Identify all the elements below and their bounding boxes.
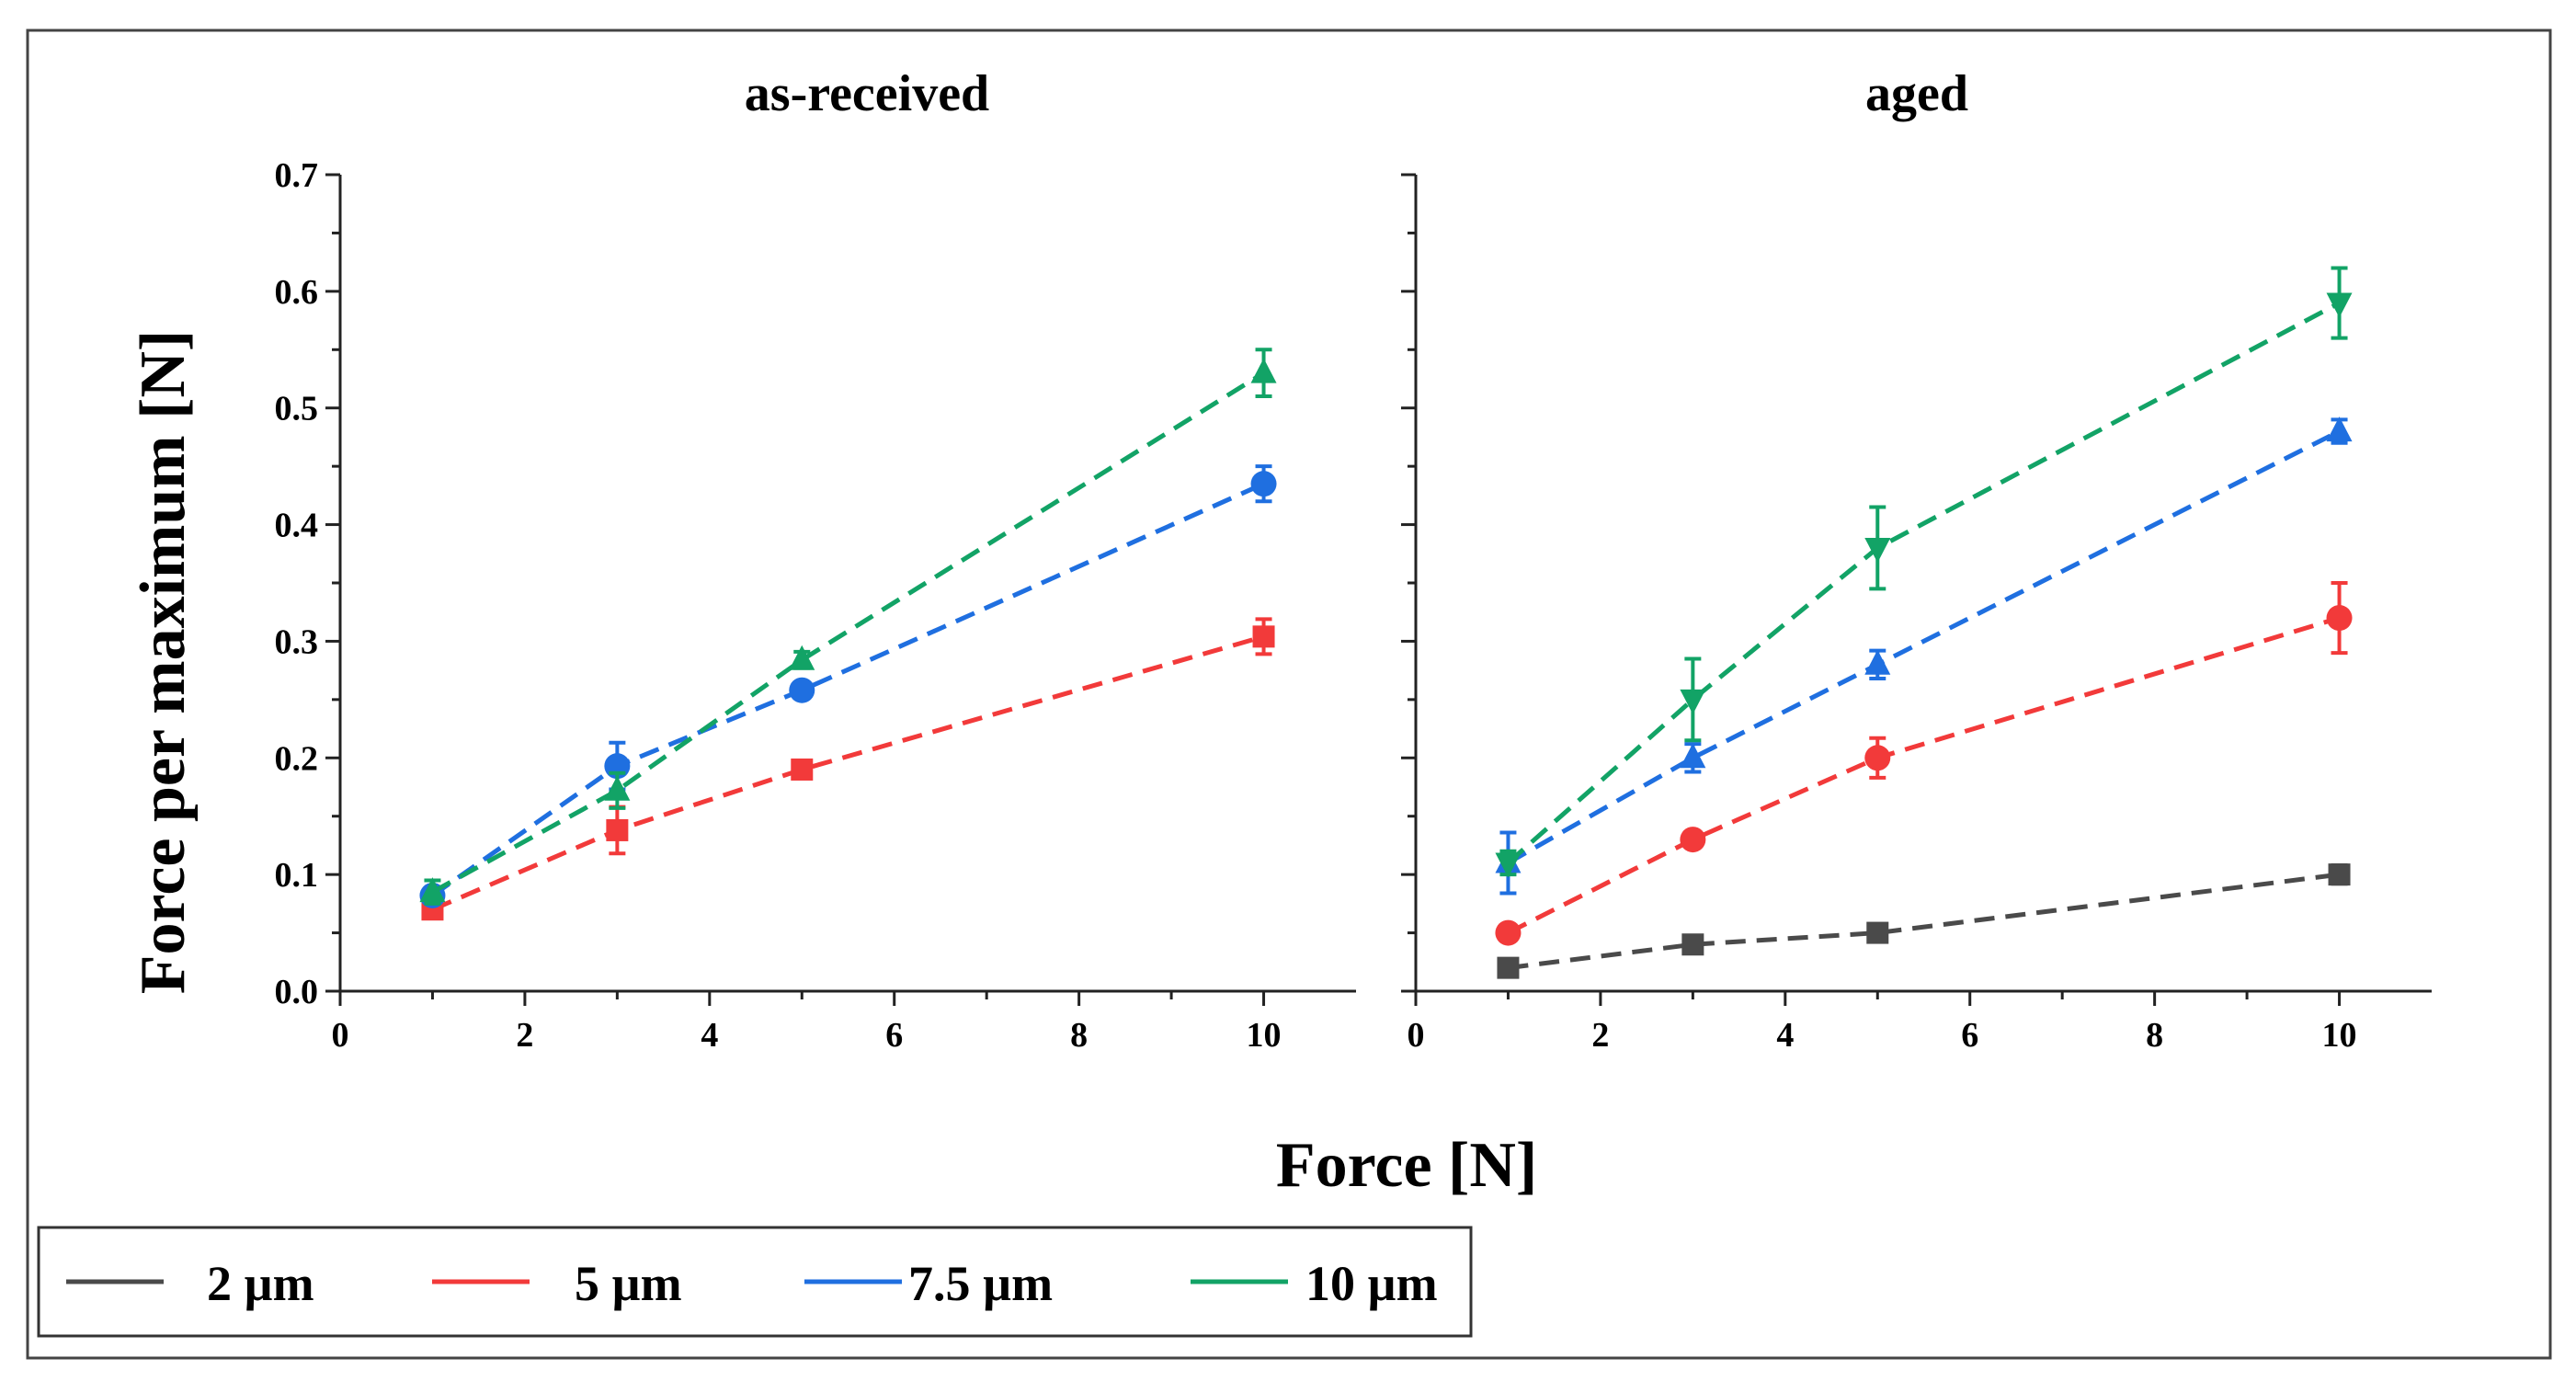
y-tick-label: 0.1 bbox=[275, 856, 319, 895]
data-point bbox=[604, 775, 631, 801]
data-point bbox=[1864, 537, 1891, 563]
data-point bbox=[2326, 417, 2353, 442]
x-tick-label: 10 bbox=[1247, 1016, 1282, 1055]
y-tick-label: 0.4 bbox=[275, 507, 319, 545]
x-tick-label: 4 bbox=[1776, 1016, 1794, 1055]
data-point bbox=[1680, 689, 1706, 714]
data-point bbox=[2326, 292, 2353, 318]
x-tick-label: 0 bbox=[1408, 1016, 1425, 1055]
y-tick-label: 0.2 bbox=[275, 739, 319, 778]
y-tick-label: 0.7 bbox=[275, 156, 319, 195]
data-point bbox=[1681, 933, 1704, 956]
data-point bbox=[1864, 745, 1891, 771]
data-point bbox=[2328, 863, 2351, 886]
panel-as-received: as-received 0 2 4 6 8 10 0.0 0.1 0.2 0.3 0.4 0.5 0.6… bbox=[275, 65, 1356, 1055]
x-tick-label: 0 bbox=[332, 1016, 349, 1055]
x-tick-label: 2 bbox=[1591, 1016, 1609, 1055]
legend-item-2um: 2 µm bbox=[66, 1256, 314, 1311]
data-point bbox=[1680, 743, 1706, 769]
legend: 2 µm 5 µm 7.5 µm 10 µm bbox=[37, 1226, 1473, 1338]
panel-title-aged: aged bbox=[1865, 65, 1968, 122]
series-line-5-m bbox=[431, 633, 1265, 912]
panel-title-as-received: as-received bbox=[745, 65, 989, 122]
data-point bbox=[1250, 358, 1277, 383]
y-tick-label: 0.0 bbox=[275, 973, 319, 1011]
legend-label-10um: 10 µm bbox=[1305, 1256, 1438, 1311]
legend-item-7-5um: 7.5 µm bbox=[804, 1256, 1053, 1311]
series-line-2-m bbox=[1508, 872, 2340, 971]
x-tick-label: 2 bbox=[516, 1016, 533, 1055]
data-point bbox=[789, 645, 815, 670]
series-line-10-m bbox=[431, 371, 1265, 895]
data-point bbox=[1495, 919, 1522, 946]
series-line-10-m bbox=[1506, 301, 2341, 865]
legend-item-5um: 5 µm bbox=[432, 1256, 682, 1311]
x-tick-label: 6 bbox=[885, 1016, 903, 1055]
data-point bbox=[606, 818, 629, 841]
y-tick-label: 0.5 bbox=[275, 390, 319, 428]
x-tick-label: 6 bbox=[1961, 1016, 1978, 1055]
outer-frame bbox=[26, 29, 2552, 1360]
data-point bbox=[1680, 827, 1706, 853]
data-point bbox=[1495, 852, 1522, 878]
data-point bbox=[1866, 921, 1889, 944]
y-tick-label: 0.3 bbox=[275, 622, 319, 661]
x-tick-label: 10 bbox=[2322, 1016, 2357, 1055]
data-point bbox=[2326, 605, 2353, 632]
data-point bbox=[791, 758, 814, 781]
y-tick-label: 0.6 bbox=[275, 273, 319, 312]
data-point bbox=[1252, 625, 1275, 648]
data-point bbox=[1864, 649, 1891, 675]
legend-label-7-5um: 7.5 µm bbox=[908, 1256, 1053, 1311]
x-tick-label: 8 bbox=[2146, 1016, 2163, 1055]
series-line-5-m bbox=[1507, 615, 2341, 935]
data-point bbox=[1497, 956, 1520, 979]
legend-label-5um: 5 µm bbox=[575, 1256, 682, 1311]
y-axis-label: Force per maximum [N] bbox=[128, 330, 199, 995]
data-point bbox=[789, 677, 815, 703]
series-line-7-5-m bbox=[431, 481, 1265, 898]
x-tick-label: 8 bbox=[1070, 1016, 1088, 1055]
series-line-7-5-m bbox=[1507, 428, 2341, 865]
data-point bbox=[419, 877, 446, 903]
x-tick-label: 4 bbox=[701, 1016, 718, 1055]
legend-item-10um: 10 µm bbox=[1191, 1256, 1438, 1311]
x-axis-label: Force [N] bbox=[1276, 1130, 1537, 1201]
legend-label-2um: 2 µm bbox=[207, 1256, 314, 1311]
data-point bbox=[1250, 471, 1277, 497]
panel-aged: aged 0 2 4 6 8 10 bbox=[1401, 65, 2432, 1055]
